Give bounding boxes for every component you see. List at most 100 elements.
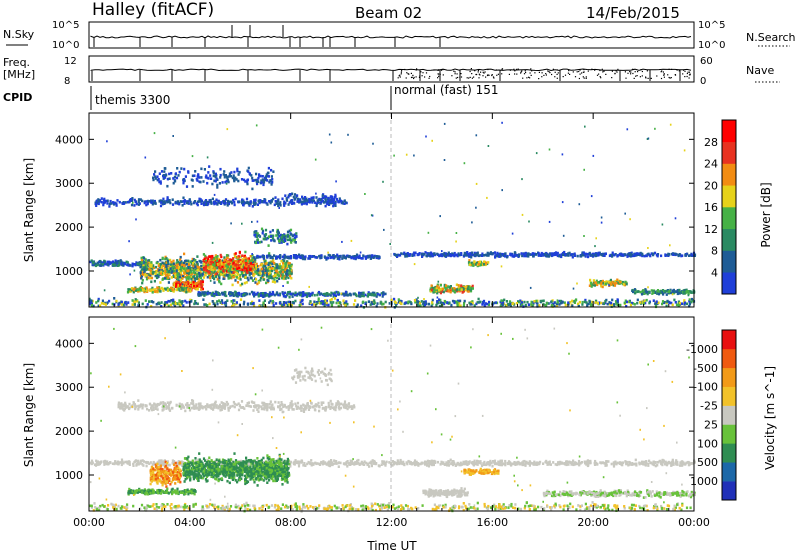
cpid-bar: CPID themis 3300 normal (fast) 151	[3, 83, 498, 110]
echo-pixel	[213, 271, 216, 274]
nave-dot	[661, 70, 663, 72]
echo-pixel	[417, 300, 420, 303]
echo-pixel	[399, 301, 402, 305]
echo-pixel	[236, 167, 239, 171]
echo-pixel	[423, 303, 427, 307]
echo-pixel	[270, 292, 273, 296]
echo-pixel	[486, 251, 489, 255]
echo-pixel	[243, 178, 246, 182]
echo-pixel	[196, 174, 200, 178]
echo-pixel	[200, 261, 203, 264]
echo-pixel	[527, 255, 530, 258]
echo-pixel	[263, 198, 266, 201]
echo-pixel	[404, 301, 407, 305]
echo-pixel	[463, 253, 466, 257]
echo-pixel	[588, 253, 591, 256]
echo-pixel	[251, 257, 254, 260]
echo-pixel	[230, 200, 233, 204]
echo-pixel	[283, 233, 286, 236]
echo-pixel	[205, 271, 208, 274]
nave-dot	[413, 77, 415, 80]
echo-pixel	[558, 303, 561, 306]
echo-pixel	[436, 284, 439, 288]
echo-pixel	[660, 254, 663, 258]
nave-dot	[602, 71, 604, 73]
echo-pixel	[486, 302, 489, 306]
echo-pixel	[437, 286, 440, 290]
echo-pixel	[371, 291, 375, 295]
echo-pixel	[633, 288, 637, 291]
nave-dot	[398, 75, 400, 77]
nave-dot	[525, 71, 527, 74]
echo-pixel	[215, 275, 218, 278]
echo-pixel	[208, 266, 211, 269]
echo-pixel	[243, 292, 246, 296]
echo-pixel	[300, 291, 303, 295]
sparse-echo-pixel	[572, 287, 575, 290]
echo-pixel	[487, 261, 490, 264]
echo-pixel	[483, 254, 486, 257]
echo-pixel	[208, 200, 211, 204]
nave-dot	[583, 77, 585, 79]
echo-pixel	[315, 256, 318, 259]
echo-pixel	[223, 256, 226, 259]
echo-pixel	[204, 303, 207, 306]
echo-pixel	[141, 273, 145, 276]
echo-pixel	[134, 200, 137, 204]
echo-pixel	[213, 202, 216, 206]
cpid-label: CPID	[3, 91, 32, 104]
echo-pixel	[230, 271, 234, 274]
echo-pixel	[97, 202, 100, 206]
echo-pixel	[600, 301, 603, 305]
echo-pixel	[291, 201, 294, 204]
echo-pixel	[227, 277, 230, 280]
echo-pixel	[265, 201, 268, 205]
echo-pixel	[334, 204, 337, 207]
echo-pixel	[268, 301, 271, 304]
echo-pixel	[140, 259, 143, 262]
echo-pixel	[230, 258, 233, 262]
echo-pixel	[277, 266, 280, 270]
echo-pixel	[285, 256, 288, 259]
echo-pixel	[216, 270, 219, 273]
echo-pixel	[628, 300, 631, 304]
echo-pixel	[183, 287, 186, 290]
nave-dot	[453, 70, 455, 72]
nave-dot	[660, 71, 662, 73]
echo-pixel	[159, 180, 162, 183]
echo-pixel	[487, 254, 490, 257]
echo-pixel	[190, 202, 193, 206]
nave-dot	[576, 71, 578, 73]
echo-pixel	[163, 262, 166, 266]
echo-pixel	[564, 303, 567, 307]
echo-pixel	[651, 292, 654, 295]
echo-pixel	[263, 299, 266, 302]
echo-pixel	[553, 253, 556, 257]
echo-pixel	[325, 301, 328, 305]
echo-pixel	[267, 276, 270, 280]
echo-pixel	[303, 256, 306, 259]
echo-pixel	[521, 254, 524, 258]
echo-pixel	[356, 255, 359, 259]
echo-pixel	[415, 298, 418, 301]
echo-pixel	[244, 259, 247, 262]
echo-pixel	[648, 253, 651, 257]
echo-pixel	[368, 254, 371, 258]
echo-pixel	[295, 195, 298, 199]
echo-pixel	[409, 301, 412, 304]
echo-pixel	[218, 259, 221, 262]
echo-pixel	[624, 280, 627, 284]
echo-pixel	[248, 172, 251, 175]
nave-dot	[538, 71, 540, 73]
echo-pixel	[536, 305, 539, 308]
echo-pixel	[163, 277, 166, 280]
sparse-echo-pixel	[436, 296, 439, 299]
echo-pixel	[443, 285, 446, 289]
echo-pixel	[278, 255, 281, 258]
echo-pixel	[147, 276, 150, 280]
echo-pixel	[266, 203, 269, 206]
echo-pixel	[527, 303, 530, 306]
echo-pixel	[329, 254, 332, 257]
echo-pixel	[90, 299, 93, 303]
echo-pixel	[509, 303, 512, 306]
